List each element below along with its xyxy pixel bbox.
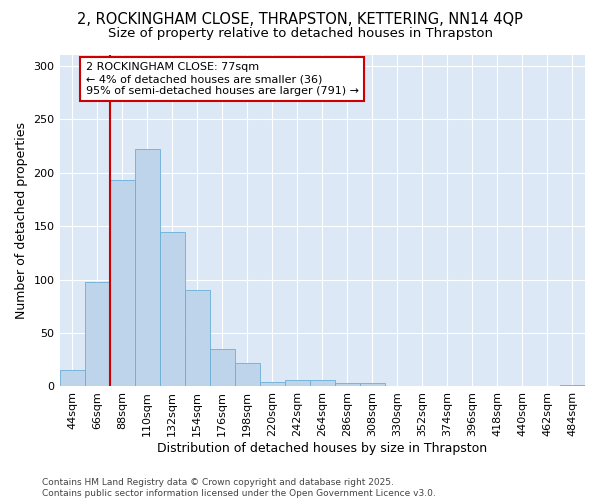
Bar — [260, 382, 285, 386]
Bar — [110, 180, 134, 386]
Bar — [134, 149, 160, 386]
Bar — [310, 380, 335, 386]
Text: Contains HM Land Registry data © Crown copyright and database right 2025.
Contai: Contains HM Land Registry data © Crown c… — [42, 478, 436, 498]
Text: 2 ROCKINGHAM CLOSE: 77sqm
← 4% of detached houses are smaller (36)
95% of semi-d: 2 ROCKINGHAM CLOSE: 77sqm ← 4% of detach… — [86, 62, 359, 96]
Text: Size of property relative to detached houses in Thrapston: Size of property relative to detached ho… — [107, 28, 493, 40]
Bar — [85, 282, 110, 387]
Bar — [235, 363, 260, 386]
Bar — [285, 380, 310, 386]
Bar — [160, 232, 185, 386]
Bar — [59, 370, 85, 386]
X-axis label: Distribution of detached houses by size in Thrapston: Distribution of detached houses by size … — [157, 442, 487, 455]
Bar — [209, 349, 235, 387]
Bar — [360, 384, 385, 386]
Y-axis label: Number of detached properties: Number of detached properties — [15, 122, 28, 319]
Bar — [185, 290, 209, 386]
Bar — [335, 384, 360, 386]
Text: 2, ROCKINGHAM CLOSE, THRAPSTON, KETTERING, NN14 4QP: 2, ROCKINGHAM CLOSE, THRAPSTON, KETTERIN… — [77, 12, 523, 28]
